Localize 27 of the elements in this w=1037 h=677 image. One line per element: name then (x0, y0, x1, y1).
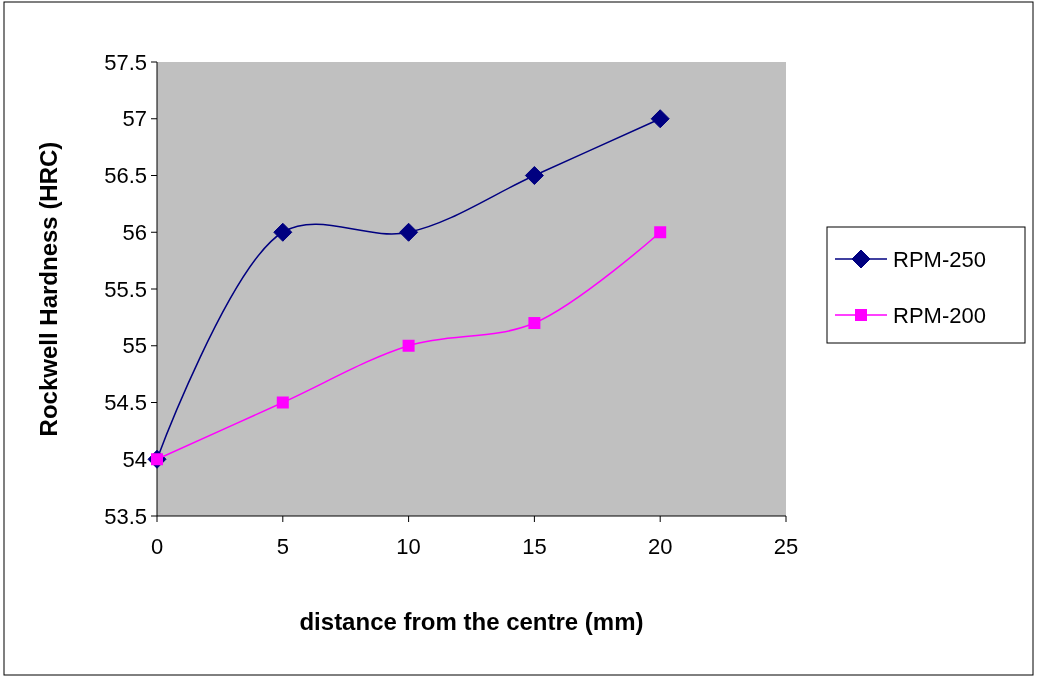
y-tick-label: 57 (122, 106, 147, 132)
y-axis-title: Rockwell Hardness (HRC) (35, 141, 62, 437)
point (276, 396, 289, 409)
x-tick-label: 5 (276, 534, 289, 559)
point (650, 109, 670, 129)
y-tick-label: 54 (122, 446, 147, 472)
x-tick-label: 25 (773, 534, 799, 559)
x-axis-title: distance from the centre (mm) (299, 608, 644, 635)
y-tick-label: 56 (122, 219, 147, 245)
y-tick-label: 55.5 (104, 276, 147, 302)
point (402, 339, 415, 352)
y-tick-label: 53.5 (104, 503, 147, 529)
point (654, 226, 667, 239)
x-tick-label: 20 (647, 534, 673, 559)
point (528, 317, 541, 330)
legend-label: RPM-200 (893, 302, 986, 328)
y-tick-label: 57.5 (104, 49, 147, 75)
point (524, 166, 544, 185)
legend-label: RPM-250 (893, 246, 986, 272)
point (399, 222, 419, 242)
x-tick-label: 15 (522, 534, 547, 559)
y-tick-label: 56.5 (104, 163, 147, 189)
x-tick-label: 0 (150, 534, 164, 559)
point (273, 222, 293, 242)
y-tick-label: 55 (122, 333, 147, 359)
y-tick-label: 54.5 (104, 390, 147, 416)
x-tick-label: 10 (396, 534, 421, 559)
